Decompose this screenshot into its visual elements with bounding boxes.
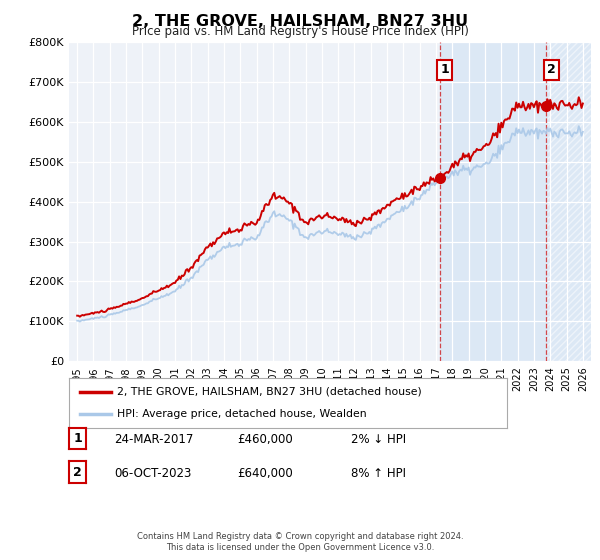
Text: £460,000: £460,000 [237,433,293,446]
Text: 06-OCT-2023: 06-OCT-2023 [114,466,191,480]
Text: 2, THE GROVE, HAILSHAM, BN27 3HU: 2, THE GROVE, HAILSHAM, BN27 3HU [132,14,468,29]
Text: 1: 1 [440,63,449,76]
Text: 1: 1 [73,432,82,445]
Text: £640,000: £640,000 [237,466,293,480]
Text: This data is licensed under the Open Government Licence v3.0.: This data is licensed under the Open Gov… [166,543,434,552]
Text: 2: 2 [73,465,82,479]
Text: Price paid vs. HM Land Registry's House Price Index (HPI): Price paid vs. HM Land Registry's House … [131,25,469,38]
Bar [547,42,591,361]
Text: 2: 2 [547,63,556,76]
Text: 8% ↑ HPI: 8% ↑ HPI [351,466,406,480]
Text: 2, THE GROVE, HAILSHAM, BN27 3HU (detached house): 2, THE GROVE, HAILSHAM, BN27 3HU (detach… [117,386,422,396]
Text: Contains HM Land Registry data © Crown copyright and database right 2024.: Contains HM Land Registry data © Crown c… [137,532,463,541]
Bar [440,42,547,361]
Bar [547,42,591,361]
Text: 24-MAR-2017: 24-MAR-2017 [114,433,193,446]
Text: 2% ↓ HPI: 2% ↓ HPI [351,433,406,446]
Text: HPI: Average price, detached house, Wealden: HPI: Average price, detached house, Weal… [117,409,367,419]
